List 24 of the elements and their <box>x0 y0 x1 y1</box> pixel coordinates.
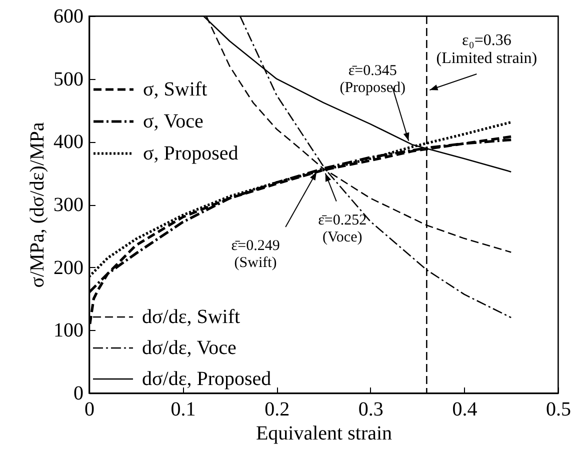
y-tick-label: 0 <box>74 382 84 404</box>
annotation: ε̄=0.345 (Proposed) <box>340 62 406 96</box>
annotation: ε̄=0.252 (Voce) <box>318 212 367 246</box>
ref-line-label: ε₀=0.36 (Limited strain) <box>436 32 538 67</box>
legend-label: σ, Swift <box>143 78 208 100</box>
x-axis-title: Equivalent strain <box>256 422 392 444</box>
legend-label: dσ/dε, Proposed <box>142 368 272 390</box>
legend-label: σ, Proposed <box>143 142 238 164</box>
legend-label: σ, Voce <box>143 110 204 132</box>
y-tick-label: 500 <box>54 68 84 90</box>
y-tick-label: 300 <box>54 194 84 216</box>
x-tick-label: 0.3 <box>358 398 384 420</box>
legend-label: dσ/dε, Voce <box>142 337 236 359</box>
annotation: ε̄=0.249 (Swift) <box>231 238 280 272</box>
y-tick-label: 400 <box>54 131 84 154</box>
x-tick-label: 0.4 <box>452 398 478 420</box>
y-tick-label: 200 <box>54 256 84 279</box>
x-tick-label: 0.5 <box>546 398 571 420</box>
x-tick-label: 0.2 <box>264 398 290 420</box>
y-axis-title: σ/MPa, (dσ/dε)/MPa <box>26 122 48 288</box>
y-tick-label: 100 <box>54 320 84 342</box>
y-tick-label: 600 <box>54 6 84 28</box>
x-tick-label: 0.1 <box>170 398 196 420</box>
legend-label: dσ/dε, Swift <box>142 306 241 328</box>
